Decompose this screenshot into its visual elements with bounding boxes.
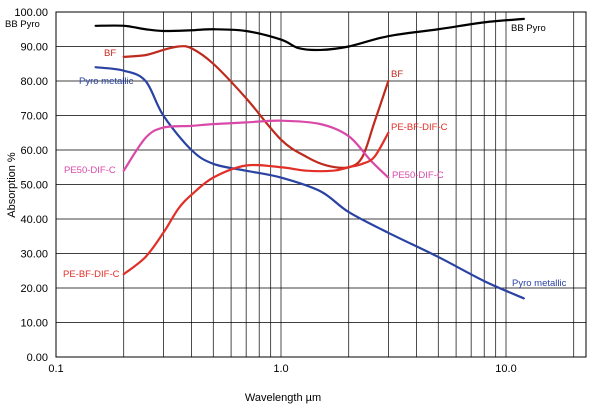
series-label-pe50-dif-c: PE50-DIF-C	[392, 170, 444, 181]
series-line-pe-bf-dif-c	[122, 131, 390, 276]
series-label-bb-pyro: BB Pyro	[511, 23, 546, 34]
y-axis-title: Absorption %	[6, 152, 18, 218]
series-label-pyro-metallic: Pyro metallic	[79, 76, 134, 87]
y-tick-label: 20.00	[20, 283, 48, 295]
y-tick-label: 100.00	[14, 7, 48, 19]
series-label-bf: BF	[391, 69, 403, 80]
series-lines	[94, 17, 525, 300]
series-line-pe50-dif-c	[122, 119, 390, 179]
grid	[55, 11, 587, 358]
y-tick-label: 90.00	[20, 42, 48, 54]
y-tick-label: 60.00	[20, 145, 48, 157]
series-label-pe-bf-dif-c: PE-BF-DIF-C	[63, 269, 120, 280]
series-label-pe50-dif-c: PE50-DIF-C	[64, 165, 116, 176]
series-line-pyro-metallic	[94, 66, 525, 300]
y-tick-label: 70.00	[20, 111, 48, 123]
y-tick-label: 50.00	[20, 180, 48, 192]
y-tick-label: 40.00	[20, 214, 48, 226]
y-tick-label: 80.00	[20, 76, 48, 88]
series-labels: BB Pyro BB Pyro BF BF Pyro metallic Pyro meta…	[5, 19, 567, 289]
x-tick-label: 0.1	[48, 363, 63, 375]
series-label-bb-pyro: BB Pyro	[5, 19, 40, 30]
x-axis-title: Wavelength µm	[245, 392, 321, 404]
x-tick-label: 10.0	[495, 363, 516, 375]
series-label-bf: BF	[104, 48, 116, 59]
y-tick-label: 0.00	[27, 352, 48, 364]
x-tick-label: 1.0	[273, 363, 288, 375]
y-tick-label: 30.00	[20, 249, 48, 261]
y-tick-label: 10.00	[20, 318, 48, 330]
series-line-bf	[122, 45, 390, 169]
series-label-pyro-metallic: Pyro metallic	[512, 278, 567, 289]
series-label-pe-bf-dif-c: PE-BF-DIF-C	[391, 122, 448, 133]
tick-labels: 0.00 10.00 20.00 30.00 40.00 50.00 60.00 70.00 8…	[14, 7, 516, 375]
series-line-bb-pyro	[94, 17, 525, 52]
